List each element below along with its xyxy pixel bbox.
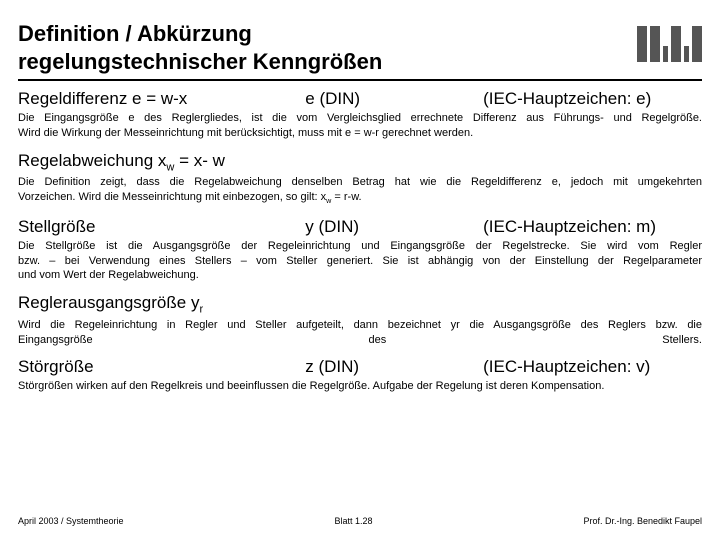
logo-bar — [637, 26, 647, 62]
logo-bar — [684, 46, 689, 62]
logo-bar — [692, 26, 702, 62]
slide-footer: April 2003 / Systemtheorie Blatt 1.28 Pr… — [18, 516, 702, 526]
slide-title: Definition / Abkürzung regelungstechnisc… — [18, 20, 382, 75]
slide-header: Definition / Abkürzung regelungstechnisc… — [18, 20, 702, 81]
din-symbol: e (DIN) — [305, 89, 483, 109]
din-symbol: y (DIN) — [305, 217, 483, 237]
logo-bar — [650, 26, 660, 62]
word: Stellers. — [662, 333, 702, 348]
body-line: bzw. – bei Verwendung eines Stellers – v… — [18, 254, 702, 269]
body-line: Eingangsgröße des Stellers. — [18, 333, 702, 348]
title-line-2: regelungstechnischer Kenngrößen — [18, 49, 382, 74]
word: des — [369, 333, 387, 348]
logo-bar — [671, 26, 681, 62]
heading-row: Stellgröße y (DIN) (IEC-Hauptzeichen: m) — [18, 217, 702, 237]
footer-left: April 2003 / Systemtheorie — [18, 516, 124, 526]
body-line: Die Stellgröße ist die Ausgangsgröße der… — [18, 239, 702, 254]
body-line: Die Eingangsgröße e des Reglergliedes, i… — [18, 111, 702, 126]
iec-symbol: (IEC-Hauptzeichen: v) — [483, 357, 702, 377]
body-line: Störgrößen wirken auf den Regelkreis und… — [18, 379, 702, 394]
term: Störgröße — [18, 357, 305, 377]
section-regeldifferenz: Regeldifferenz e = w-x e (DIN) (IEC-Haup… — [18, 89, 702, 141]
iec-symbol: (IEC-Hauptzeichen: e) — [483, 89, 702, 109]
term: Stellgröße — [18, 217, 305, 237]
term: Regeldifferenz e = w-x — [18, 89, 305, 109]
footer-center: Blatt 1.28 — [334, 516, 372, 526]
section-stellgroesse: Stellgröße y (DIN) (IEC-Hauptzeichen: m)… — [18, 217, 702, 284]
term: Regelabweichung xw = x- w — [18, 151, 702, 173]
logo-bar — [663, 46, 668, 62]
din-symbol: z (DIN) — [305, 357, 483, 377]
section-stoergroesse: Störgröße z (DIN) (IEC-Hauptzeichen: v) … — [18, 357, 702, 394]
body-line: und vom Wert der Regelabweichung. — [18, 268, 702, 283]
section-reglerausgang: Reglerausgangsgröße yr Wird die Regelein… — [18, 293, 702, 347]
heading-row: Störgröße z (DIN) (IEC-Hauptzeichen: v) — [18, 357, 702, 377]
iec-symbol: (IEC-Hauptzeichen: m) — [483, 217, 702, 237]
body-line: Wird die Wirkung der Messeinrichtung mit… — [18, 126, 702, 141]
heading-row: Regeldifferenz e = w-x e (DIN) (IEC-Haup… — [18, 89, 702, 109]
word: Eingangsgröße — [18, 333, 93, 348]
footer-right: Prof. Dr.-Ing. Benedikt Faupel — [583, 516, 702, 526]
title-line-1: Definition / Abkürzung — [18, 21, 252, 46]
body-line: Vorzeichen. Wird die Messeinrichtung mit… — [18, 190, 702, 207]
body-line: Die Definition zeigt, dass die Regelabwe… — [18, 175, 702, 190]
term: Reglerausgangsgröße yr — [18, 293, 702, 315]
section-regelabweichung: Regelabweichung xw = x- w Die Definition… — [18, 151, 702, 207]
htw-logo — [637, 20, 702, 62]
body-line: Wird die Regeleinrichtung in Regler und … — [18, 318, 702, 333]
